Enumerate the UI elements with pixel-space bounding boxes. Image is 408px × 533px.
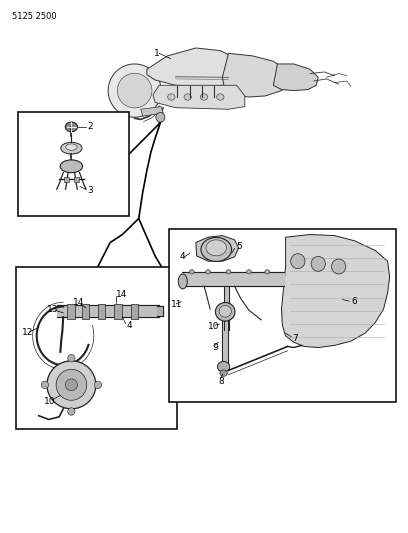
Ellipse shape: [108, 64, 161, 117]
Text: 9: 9: [212, 343, 218, 352]
Bar: [74, 177, 79, 182]
Text: 10: 10: [208, 322, 220, 330]
Text: 12: 12: [22, 328, 34, 336]
Ellipse shape: [226, 270, 231, 274]
Polygon shape: [141, 107, 163, 116]
Ellipse shape: [290, 254, 305, 269]
Polygon shape: [196, 236, 239, 261]
Ellipse shape: [331, 259, 346, 274]
Ellipse shape: [265, 270, 270, 274]
Ellipse shape: [246, 270, 251, 274]
Ellipse shape: [215, 303, 235, 321]
Ellipse shape: [118, 74, 152, 108]
Ellipse shape: [65, 122, 78, 132]
Ellipse shape: [60, 160, 82, 173]
Text: 7: 7: [292, 334, 298, 343]
Text: 5125 2500: 5125 2500: [12, 12, 57, 21]
Polygon shape: [273, 64, 318, 91]
Ellipse shape: [68, 408, 75, 415]
Ellipse shape: [206, 240, 226, 256]
Ellipse shape: [47, 361, 96, 409]
Text: 13: 13: [47, 305, 58, 313]
Ellipse shape: [206, 270, 211, 274]
Ellipse shape: [156, 112, 165, 122]
Text: 8: 8: [218, 377, 224, 385]
Ellipse shape: [66, 144, 77, 150]
Polygon shape: [153, 85, 245, 109]
Text: 4: 4: [126, 321, 132, 329]
Polygon shape: [147, 48, 245, 86]
Ellipse shape: [178, 274, 187, 289]
Text: 14: 14: [116, 290, 128, 298]
Text: 3: 3: [87, 186, 93, 195]
Ellipse shape: [94, 381, 102, 389]
Bar: [67, 304, 75, 319]
Ellipse shape: [220, 370, 227, 376]
Text: 11: 11: [171, 301, 183, 309]
Text: 2: 2: [87, 123, 93, 131]
Bar: [18, 112, 129, 216]
Text: 14: 14: [73, 298, 85, 307]
Bar: [82, 304, 89, 319]
Text: 1: 1: [154, 49, 160, 58]
Ellipse shape: [217, 94, 224, 100]
Text: 6: 6: [351, 297, 357, 305]
Ellipse shape: [65, 379, 78, 391]
Ellipse shape: [217, 361, 230, 372]
Bar: [169, 229, 396, 402]
Bar: [114, 304, 122, 319]
Bar: [16, 266, 177, 429]
Bar: [98, 304, 105, 319]
Ellipse shape: [56, 369, 86, 400]
Bar: [64, 177, 69, 182]
Text: 10: 10: [44, 397, 55, 406]
Ellipse shape: [219, 305, 231, 317]
Polygon shape: [282, 235, 390, 348]
Ellipse shape: [311, 256, 326, 271]
Ellipse shape: [168, 94, 175, 100]
Ellipse shape: [61, 142, 82, 154]
Ellipse shape: [68, 354, 75, 362]
Text: 5: 5: [236, 242, 242, 251]
Ellipse shape: [201, 237, 232, 262]
Ellipse shape: [200, 94, 208, 100]
Bar: [131, 304, 138, 319]
Ellipse shape: [189, 270, 194, 274]
Polygon shape: [222, 53, 290, 97]
Text: 4: 4: [180, 253, 185, 261]
Ellipse shape: [41, 381, 49, 389]
Ellipse shape: [184, 94, 191, 100]
